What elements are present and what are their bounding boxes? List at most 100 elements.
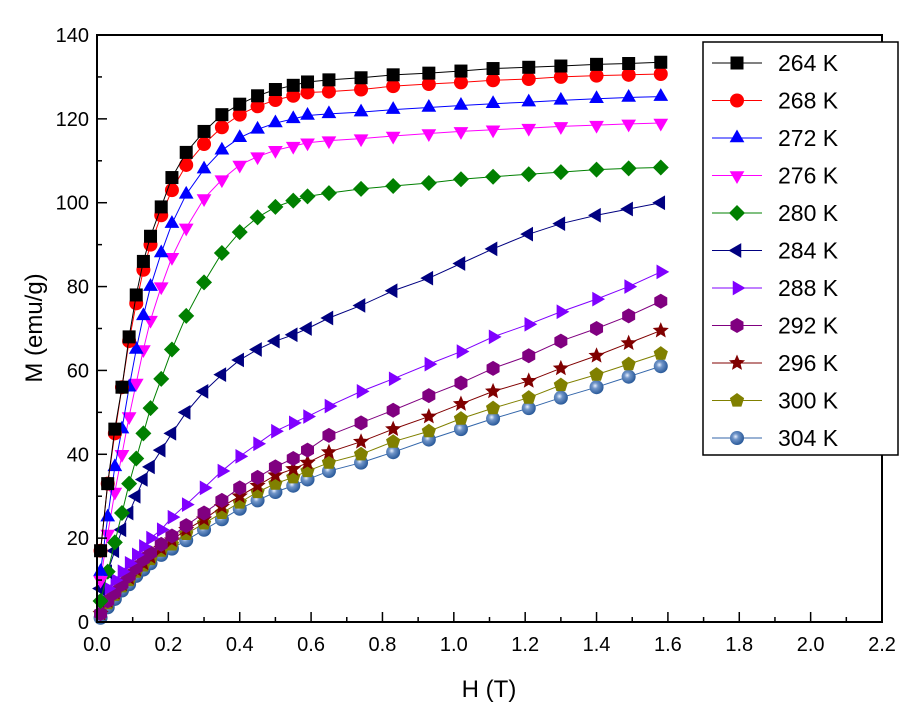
legend-marker [732, 280, 746, 296]
axes: 0.0 0.2 0.4 0.6 0.8 1.0 1.2 1.4 1.6 1.8 2.0 2.2 0 20 4… [56, 25, 896, 656]
data-point [300, 107, 315, 120]
series-276K [93, 118, 669, 589]
data-point [214, 141, 230, 155]
data-point [233, 480, 247, 496]
data-point [165, 528, 179, 544]
legend-entry: 268 K [712, 88, 839, 114]
data-point [656, 264, 670, 280]
data-point [484, 241, 498, 257]
data-point [268, 83, 282, 97]
data-point [421, 129, 437, 143]
x-tick-label: 0.2 [154, 634, 182, 656]
legend-label: 276 K [778, 163, 839, 189]
data-point [129, 288, 143, 302]
data-point [300, 138, 315, 152]
data-point [320, 443, 338, 460]
data-point [653, 346, 668, 360]
legend-label: 284 K [778, 238, 839, 264]
y-tick-label: 100 [56, 193, 89, 215]
x-tick-label: 1.8 [725, 634, 753, 656]
data-point [320, 185, 337, 202]
data-point [453, 411, 469, 425]
data-point [422, 388, 436, 404]
data-point [386, 445, 401, 460]
data-point [485, 95, 501, 109]
series-288K [96, 264, 670, 609]
data-point [108, 422, 122, 436]
data-point [456, 344, 470, 359]
data-point [164, 252, 180, 266]
data-point [163, 341, 180, 358]
data-point [167, 509, 181, 525]
data-point [620, 201, 633, 217]
x-tick-label: 0.0 [83, 634, 111, 656]
data-point [153, 282, 169, 296]
data-point [154, 536, 168, 552]
data-point [144, 229, 158, 243]
data-point [321, 455, 337, 469]
data-point [521, 72, 536, 87]
data-point [420, 270, 434, 286]
data-point [139, 539, 152, 554]
data-point [354, 82, 369, 97]
data-point [268, 92, 283, 107]
data-point [113, 504, 130, 521]
data-point [552, 164, 569, 181]
legend-label: 296 K [778, 350, 839, 376]
data-point [424, 356, 438, 372]
legend-entry: 284 K [712, 238, 839, 264]
data-point [196, 160, 212, 174]
data-point [127, 488, 141, 504]
data-point [521, 401, 536, 416]
data-point [592, 291, 606, 307]
series-268K [93, 66, 668, 558]
series-296K [92, 322, 669, 621]
data-point [199, 480, 213, 496]
data-point [653, 118, 669, 132]
data-point [107, 458, 123, 472]
data-point [153, 244, 169, 258]
series-line [100, 365, 661, 619]
data-point [177, 404, 191, 420]
data-point [250, 120, 265, 134]
y-axis-label: M (emu/g) [21, 273, 48, 382]
data-point [196, 194, 212, 208]
data-point [285, 460, 302, 476]
legend-marker [730, 318, 744, 333]
data-point [179, 157, 194, 172]
data-point [590, 57, 604, 71]
data-point [421, 99, 437, 112]
data-point [386, 79, 401, 94]
data-point [100, 508, 116, 522]
data-point [100, 529, 116, 543]
data-point [299, 321, 312, 336]
data-point [453, 96, 469, 110]
data-point [251, 469, 265, 485]
data-point [136, 307, 151, 321]
data-point [322, 73, 336, 87]
data-point [285, 110, 301, 124]
data-point [231, 352, 244, 368]
data-point [143, 278, 158, 291]
data-point [520, 166, 537, 183]
x-tick-label: 1.2 [511, 634, 539, 656]
series-line [100, 330, 661, 614]
data-point [353, 446, 369, 461]
data-point [197, 124, 211, 138]
data-point [124, 555, 138, 571]
data-point [454, 375, 468, 391]
data-point [322, 427, 336, 443]
data-point [621, 356, 636, 371]
data-point [178, 307, 195, 324]
legend-marker [728, 354, 746, 370]
data-point [153, 370, 170, 387]
data-point [231, 224, 248, 241]
x-axis-label: H (T) [462, 676, 517, 703]
legend-marker [730, 93, 744, 108]
data-point [299, 454, 316, 470]
data-point [589, 68, 604, 83]
data-point [620, 160, 637, 177]
data-point [196, 274, 213, 291]
data-point [654, 293, 668, 309]
